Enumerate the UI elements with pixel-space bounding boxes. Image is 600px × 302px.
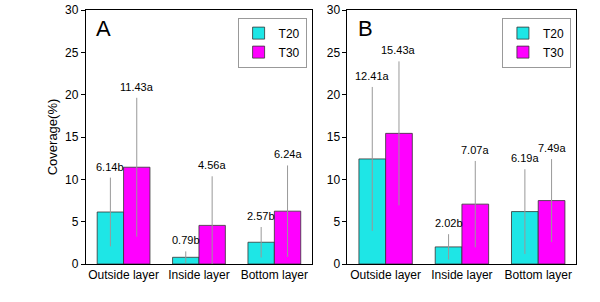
svg-text:T30: T30 (279, 46, 300, 60)
svg-text:Bottom layer: Bottom layer (505, 268, 572, 282)
svg-text:B: B (358, 16, 373, 41)
svg-text:30: 30 (65, 3, 79, 17)
svg-text:6.19a: 6.19a (511, 152, 539, 164)
svg-text:15: 15 (327, 130, 341, 144)
svg-text:20: 20 (327, 88, 341, 102)
svg-text:Inside layer: Inside layer (431, 268, 492, 282)
svg-text:11.43a: 11.43a (120, 81, 154, 93)
svg-text:0: 0 (333, 257, 340, 271)
svg-text:Coverage(%): Coverage(%) (45, 99, 60, 176)
svg-text:10: 10 (327, 173, 341, 187)
svg-text:25: 25 (327, 46, 341, 60)
svg-text:2.57b: 2.57b (247, 210, 275, 222)
svg-text:6.24a: 6.24a (274, 148, 302, 160)
svg-text:Bottom layer: Bottom layer (241, 268, 308, 282)
svg-text:5: 5 (72, 215, 79, 229)
svg-text:7.49a: 7.49a (538, 142, 566, 154)
svg-text:5: 5 (333, 215, 340, 229)
svg-text:0: 0 (72, 257, 79, 271)
svg-text:15: 15 (65, 130, 79, 144)
svg-text:Outside layer: Outside layer (88, 268, 159, 282)
svg-text:Inside layer: Inside layer (168, 268, 229, 282)
svg-text:20: 20 (65, 88, 79, 102)
svg-text:10: 10 (65, 173, 79, 187)
svg-text:12.41a: 12.41a (355, 70, 390, 82)
svg-text:6.14b: 6.14b (96, 161, 124, 173)
svg-text:15.43a: 15.43a (381, 44, 416, 56)
svg-text:A: A (96, 16, 111, 41)
svg-text:T20: T20 (543, 27, 564, 41)
svg-text:25: 25 (65, 46, 79, 60)
svg-text:Outside layer: Outside layer (350, 268, 421, 282)
svg-text:4.56a: 4.56a (198, 159, 226, 171)
svg-text:0.79b: 0.79b (172, 234, 200, 246)
svg-text:7.07a: 7.07a (461, 144, 489, 156)
svg-text:2.02b: 2.02b (435, 217, 463, 229)
svg-text:T20: T20 (279, 27, 300, 41)
svg-text:T30: T30 (543, 46, 564, 60)
svg-text:30: 30 (327, 3, 341, 17)
